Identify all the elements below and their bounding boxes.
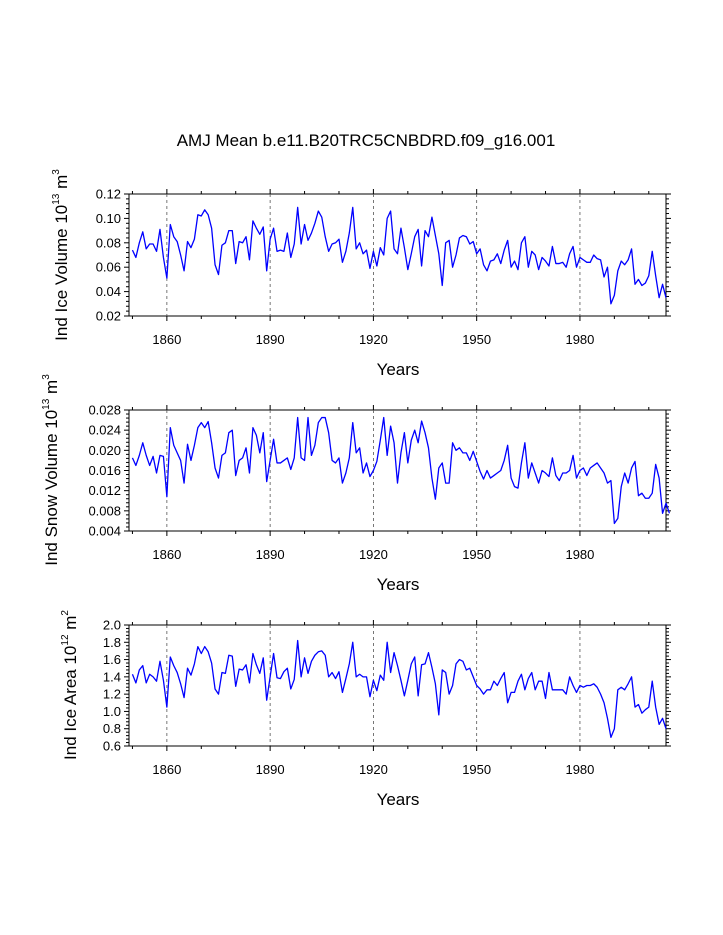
x-tick-labels: 1860 1890 1920 1950 1980 bbox=[152, 332, 594, 347]
y-label-unit-exponent: 2 bbox=[60, 610, 71, 616]
y-label-unit-exponent: 3 bbox=[41, 374, 52, 380]
x-tick-labels: 1860 1890 1920 1950 1980 bbox=[152, 762, 594, 777]
y-label-exponent: 12 bbox=[60, 634, 71, 646]
x-tick-label: 1890 bbox=[256, 332, 285, 347]
y-tick-label: 0.10 bbox=[96, 211, 121, 226]
x-tick-label: 1950 bbox=[462, 332, 491, 347]
x-grid bbox=[166, 194, 581, 316]
x-axis-label: Years bbox=[377, 790, 420, 809]
y-tick-label: 0.02 bbox=[96, 309, 121, 324]
y-tick-label: 0.8 bbox=[103, 721, 121, 736]
plot-frame bbox=[128, 624, 667, 747]
y-tick-label: 1.0 bbox=[103, 704, 121, 719]
y-tick-label: 1.8 bbox=[103, 635, 121, 650]
x-axis-label: Years bbox=[377, 360, 420, 379]
panel-ice-volume: 0.02 0.04 0.06 0.08 0.10 0.12 1860 1890 1920 195… bbox=[51, 169, 671, 379]
y-tick-label: 0.020 bbox=[88, 443, 121, 458]
series-line bbox=[131, 416, 671, 525]
y-tick-label: 0.008 bbox=[88, 503, 121, 518]
y-tick-label: 0.016 bbox=[88, 463, 121, 478]
x-tick-label: 1920 bbox=[359, 762, 388, 777]
y-tick-labels: 0.004 0.008 0.012 0.016 0.020 0.024 0.028 bbox=[88, 403, 121, 539]
panel-ice-area: 0.6 0.8 1.0 1.2 1.4 1.6 1.8 2.0 1860 1890 1920 195… bbox=[60, 610, 671, 809]
y-label-prefix: Ind Ice Volume 10 bbox=[52, 205, 71, 341]
x-tick-label: 1950 bbox=[462, 762, 491, 777]
x-tick-label: 1890 bbox=[256, 547, 285, 562]
y-tick-label: 0.004 bbox=[88, 524, 121, 539]
y-tick-labels: 0.02 0.04 0.06 0.08 0.10 0.12 bbox=[96, 187, 121, 324]
x-tick-label: 1860 bbox=[152, 762, 181, 777]
y-label-unit: m bbox=[52, 175, 71, 194]
x-tick-labels: 1860 1890 1920 1950 1980 bbox=[152, 547, 594, 562]
x-tick-label: 1860 bbox=[152, 332, 181, 347]
y-label-exponent: 13 bbox=[51, 193, 62, 205]
x-tick-label: 1920 bbox=[359, 547, 388, 562]
x-tick-label: 1980 bbox=[565, 547, 594, 562]
tick-marks bbox=[124, 189, 671, 321]
y-axis-label: Ind Snow Volume 1013 m3 bbox=[41, 374, 61, 566]
plot-frame bbox=[128, 193, 667, 317]
y-tick-label: 0.012 bbox=[88, 483, 121, 498]
x-grid bbox=[166, 625, 581, 746]
panel-snow-volume: 0.004 0.008 0.012 0.016 0.020 0.024 0.028 1860… bbox=[41, 374, 671, 594]
y-axis-label: Ind Ice Volume 1013 m3 bbox=[51, 169, 71, 341]
y-tick-label: 0.08 bbox=[96, 235, 121, 250]
y-tick-label: 0.04 bbox=[96, 284, 121, 299]
series-line bbox=[131, 206, 667, 305]
x-tick-label: 1980 bbox=[565, 332, 594, 347]
y-tick-label: 1.6 bbox=[103, 652, 121, 667]
y-tick-label: 1.4 bbox=[103, 669, 121, 684]
y-tick-label: 0.06 bbox=[96, 260, 121, 275]
x-tick-label: 1980 bbox=[565, 762, 594, 777]
y-tick-label: 0.12 bbox=[96, 187, 121, 202]
y-tick-label: 0.028 bbox=[88, 403, 121, 418]
tick-marks bbox=[124, 405, 671, 536]
x-tick-label: 1950 bbox=[462, 547, 491, 562]
y-label-unit: m bbox=[42, 380, 61, 399]
x-tick-label: 1890 bbox=[256, 762, 285, 777]
y-tick-label: 0.024 bbox=[88, 423, 121, 438]
y-label-exponent: 13 bbox=[41, 398, 52, 410]
y-tick-label: 1.2 bbox=[103, 687, 121, 702]
y-label-unit-exponent: 3 bbox=[51, 169, 62, 175]
y-tick-labels: 0.6 0.8 1.0 1.2 1.4 1.6 1.8 2.0 bbox=[103, 618, 121, 754]
y-label-unit: m bbox=[61, 616, 80, 635]
x-axis-label: Years bbox=[377, 575, 420, 594]
y-axis-label: Ind Ice Area 1012 m2 bbox=[60, 610, 80, 760]
y-label-prefix: Ind Ice Area 10 bbox=[61, 646, 80, 760]
y-tick-label: 0.6 bbox=[103, 739, 121, 754]
y-tick-label: 2.0 bbox=[103, 618, 121, 633]
figure-title: AMJ Mean b.e11.B20TRC5CNBDRD.f09_g16.001 bbox=[177, 131, 556, 150]
series-line bbox=[131, 639, 667, 739]
y-label-prefix: Ind Snow Volume 10 bbox=[42, 410, 61, 566]
x-tick-label: 1860 bbox=[152, 547, 181, 562]
x-tick-label: 1920 bbox=[359, 332, 388, 347]
tick-marks bbox=[124, 620, 671, 751]
